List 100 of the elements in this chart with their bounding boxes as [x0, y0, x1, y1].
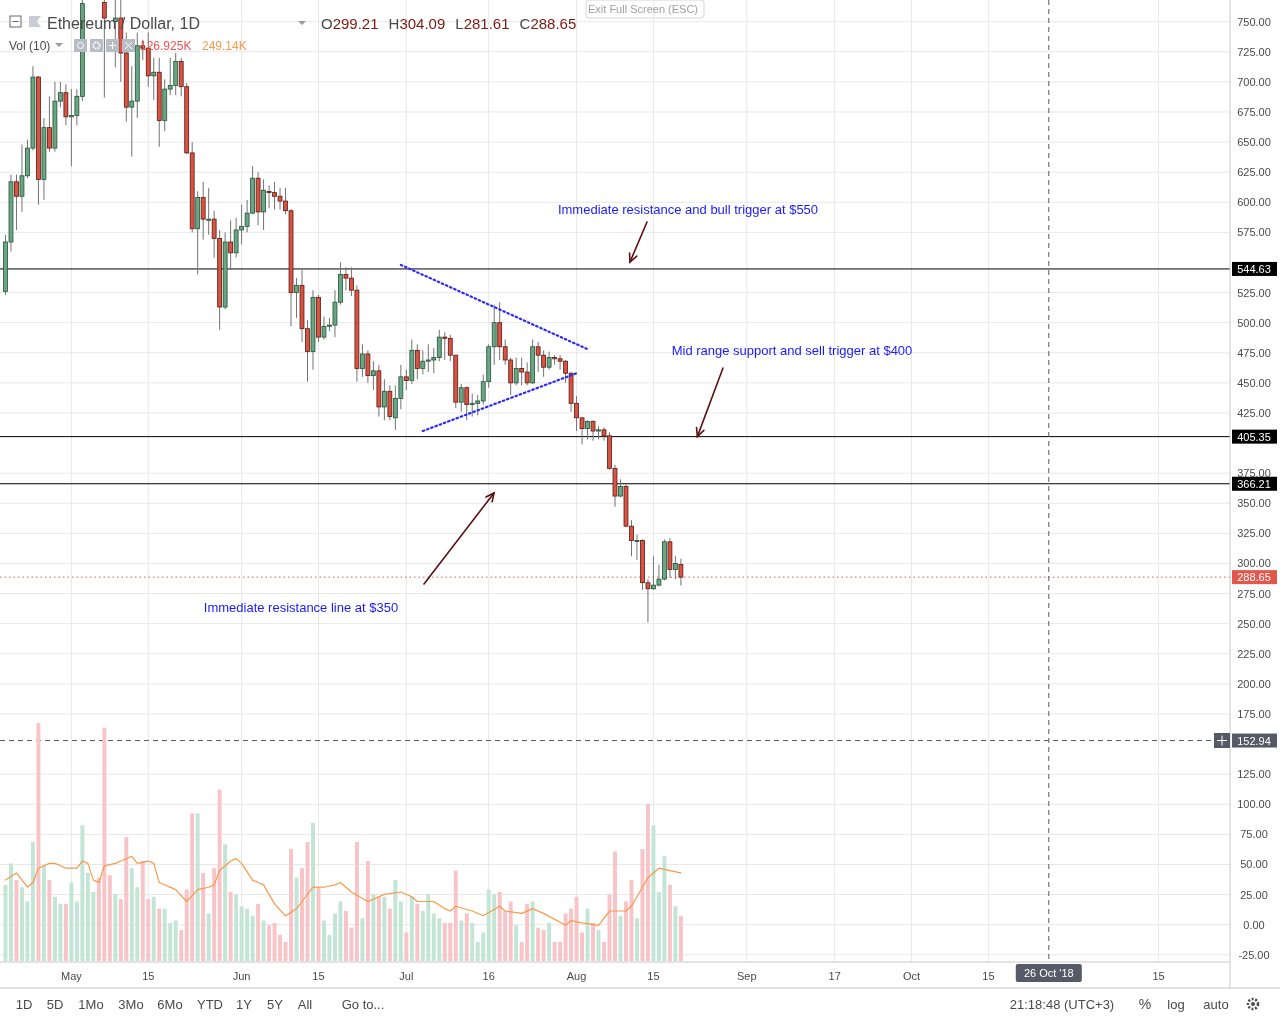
ref-line-label: 26 Oct '18	[1023, 967, 1074, 979]
bar	[157, 908, 162, 961]
bar	[596, 930, 601, 961]
text: 21:18:48 (UTC+3)	[1009, 997, 1115, 1012]
bar	[41, 865, 46, 961]
y-tick-label: 525.00	[1237, 286, 1271, 299]
candlestick	[546, 351, 552, 371]
y-tick-label: 375.00	[1237, 467, 1271, 480]
bar	[585, 908, 590, 961]
x-tick-label: 15	[647, 970, 660, 982]
bar	[113, 894, 118, 961]
y-tick-label: 75.00	[1240, 828, 1268, 841]
bar	[354, 842, 359, 961]
bar	[261, 920, 266, 961]
annotation: Exit Full Screen (ESC)	[587, 3, 699, 15]
bar	[640, 849, 645, 961]
bar	[173, 920, 178, 961]
bar	[393, 880, 398, 961]
x-tick-label: Aug	[566, 970, 587, 982]
bar	[547, 922, 552, 961]
y-tick-label: 425.00	[1237, 406, 1271, 419]
candlestick	[151, 57, 157, 101]
y-tick-label: 650.00	[1237, 136, 1271, 149]
bar	[234, 894, 239, 961]
candlestick	[513, 357, 519, 386]
y-tick-label: 500.00	[1237, 316, 1271, 329]
y-tick-label: 600.00	[1237, 196, 1271, 209]
bar	[217, 789, 222, 961]
y-tick-label: 125.00	[1237, 768, 1271, 781]
bar	[30, 842, 35, 961]
text: 5Y	[267, 997, 284, 1012]
candlestick	[458, 383, 464, 413]
x-tick-label: 17	[828, 970, 841, 982]
bar	[667, 884, 672, 961]
bar	[651, 825, 656, 961]
bar	[371, 894, 376, 961]
bar	[541, 930, 546, 961]
x-tick-label: 15	[312, 970, 325, 982]
bar	[470, 922, 475, 961]
y-tick-label: 700.00	[1237, 75, 1271, 88]
y-tick-label: 300.00	[1237, 557, 1271, 570]
candlestick	[403, 369, 409, 391]
bar	[206, 913, 211, 961]
annotation: O299.21 H304.09 L281.61 C288.65	[321, 15, 577, 32]
annotation: Immediate resistance line at $350	[203, 600, 399, 615]
text: 3Mo	[118, 997, 144, 1012]
candlestick	[414, 343, 420, 380]
x-tick-label: Sep	[737, 970, 757, 982]
candlestick	[365, 349, 371, 384]
bar	[179, 930, 184, 961]
bar	[398, 901, 403, 961]
y-tick-label: 450.00	[1237, 376, 1271, 389]
bar	[223, 844, 228, 961]
candlestick	[371, 360, 376, 391]
text: log	[1167, 997, 1185, 1012]
text: 6Mo	[157, 997, 183, 1012]
bar	[591, 922, 596, 961]
bar	[9, 863, 13, 961]
y-tick-label: 200.00	[1237, 677, 1271, 690]
bar	[267, 925, 272, 961]
candlestick	[206, 187, 212, 236]
bar	[673, 906, 678, 961]
y-tick-label: 225.00	[1237, 647, 1271, 660]
candlestick	[585, 419, 590, 440]
bar	[536, 927, 541, 961]
y-tick-label: 350.00	[1237, 497, 1271, 510]
y-tick-label: 575.00	[1237, 226, 1271, 239]
x-tick-label: May	[60, 970, 83, 982]
y-tick-label: 625.00	[1237, 166, 1271, 179]
bar	[530, 901, 535, 961]
bar	[63, 903, 68, 961]
ref-line-label: 405.35	[1237, 430, 1271, 443]
bar	[376, 896, 381, 961]
bar	[14, 880, 19, 961]
text: Go to...	[341, 997, 385, 1012]
candlestick	[590, 419, 596, 442]
x-tick-label: Jun	[232, 970, 251, 982]
bar	[201, 872, 206, 961]
y-tick-label: 325.00	[1237, 527, 1271, 540]
y-tick-label: 275.00	[1237, 587, 1271, 600]
y-tick-label: 100.00	[1237, 798, 1271, 811]
ref-line-label: 366.21	[1237, 477, 1271, 490]
y-tick-label: 0.00	[1243, 918, 1265, 931]
y-tick-label: 250.00	[1237, 617, 1271, 630]
bar	[382, 896, 387, 961]
annotation: Mid range support and sell trigger at $400	[671, 343, 913, 358]
text: All	[297, 997, 313, 1012]
x-tick-label: 15	[982, 970, 995, 982]
ref-line-label: 288.65	[1237, 571, 1271, 584]
y-tick-label: 175.00	[1237, 707, 1271, 720]
x-tick-label: 15	[142, 970, 155, 982]
candlestick	[464, 385, 470, 421]
candlestick	[47, 95, 52, 153]
text: 1D	[15, 997, 33, 1012]
bar	[508, 901, 513, 961]
bar	[404, 932, 409, 961]
bar	[311, 822, 315, 961]
bar	[360, 918, 365, 961]
text: 1Y	[236, 997, 253, 1012]
bar	[387, 908, 392, 961]
